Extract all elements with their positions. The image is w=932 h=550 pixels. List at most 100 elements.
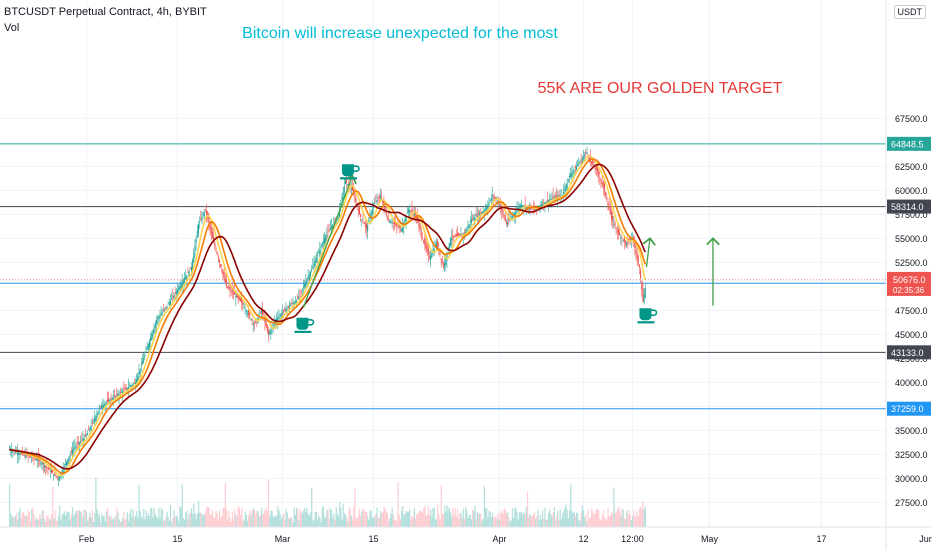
volume-bar xyxy=(117,512,119,527)
volume-bar xyxy=(236,516,238,527)
volume-bar xyxy=(626,510,628,527)
candle-body xyxy=(439,251,441,256)
volume-bar xyxy=(70,514,72,527)
volume-bar xyxy=(369,510,371,527)
volume-bar xyxy=(419,510,421,527)
volume-bar xyxy=(615,512,617,527)
volume-bar xyxy=(586,521,588,527)
candle-body xyxy=(251,319,253,321)
volume-bar xyxy=(141,517,144,527)
candle-body xyxy=(132,384,134,385)
volume-bar xyxy=(95,477,97,527)
candle-body xyxy=(60,473,62,476)
candle-body xyxy=(507,222,509,225)
volume-bar xyxy=(162,520,165,527)
volume-bar xyxy=(462,508,464,527)
candle-body xyxy=(619,232,621,236)
volume-bar xyxy=(330,509,333,527)
volume-bar xyxy=(129,513,131,527)
candle-body xyxy=(405,216,407,222)
volume-bar xyxy=(515,507,517,527)
candle-body xyxy=(222,270,224,275)
candle-body xyxy=(522,205,524,208)
candle-body xyxy=(278,316,280,319)
candle-body xyxy=(420,233,422,235)
volume-indicator-label[interactable]: Vol xyxy=(4,22,20,34)
volume-bar xyxy=(409,509,411,527)
candle-body xyxy=(77,441,79,444)
candle-body xyxy=(98,408,100,410)
volume-bar xyxy=(76,511,78,527)
symbol-title[interactable]: BTCUSDT Perpetual Contract, 4h, BYBIT xyxy=(4,6,207,18)
candle-body xyxy=(249,313,251,317)
volume-bar xyxy=(384,508,386,527)
candle-body xyxy=(203,212,205,217)
candle-body xyxy=(525,206,527,210)
volume-bar xyxy=(250,514,252,527)
candle-body xyxy=(262,308,264,315)
volume-bar xyxy=(85,512,88,527)
candle-body xyxy=(550,199,552,200)
volume-bar xyxy=(455,515,457,527)
volume-bar xyxy=(441,513,443,527)
candle-body xyxy=(486,207,488,212)
volume-bar xyxy=(231,511,233,527)
volume-bar xyxy=(223,507,225,527)
volume-bar xyxy=(297,508,299,527)
candle-body xyxy=(502,210,504,215)
volume-bar xyxy=(469,514,471,527)
candle-body xyxy=(293,302,295,305)
volume-bar xyxy=(403,514,405,527)
candle-body xyxy=(63,466,65,468)
candle-body xyxy=(165,307,167,308)
candle-body xyxy=(259,312,261,314)
volume-bar xyxy=(620,515,622,527)
candle-body xyxy=(224,278,226,283)
candle-body xyxy=(36,459,38,461)
candle-body xyxy=(579,161,581,164)
candle-body xyxy=(409,210,411,212)
volume-bar xyxy=(174,516,176,527)
volume-bar xyxy=(304,508,306,527)
volume-bar xyxy=(454,507,456,527)
volume-bar xyxy=(536,516,538,527)
candle-body xyxy=(399,225,401,228)
candle-body xyxy=(109,400,111,404)
volume-bar xyxy=(494,517,496,527)
candle-body xyxy=(52,469,54,474)
volume-bar xyxy=(600,520,602,527)
volume-bar xyxy=(55,521,57,527)
candle-body xyxy=(91,422,93,424)
candle-body xyxy=(302,286,304,288)
volume-bar xyxy=(237,506,239,527)
candle-body xyxy=(40,462,42,465)
volume-bar xyxy=(644,506,646,527)
volume-bar xyxy=(461,517,463,527)
volume-bar xyxy=(60,519,62,527)
volume-bar xyxy=(578,521,580,527)
volume-bar xyxy=(315,511,317,527)
candle-body xyxy=(468,224,470,228)
candle-body xyxy=(603,184,605,191)
volume-bar xyxy=(21,512,23,527)
candle-body xyxy=(340,203,342,206)
volume-bar xyxy=(271,510,273,527)
candle-body xyxy=(382,199,384,204)
candle-body xyxy=(27,454,29,456)
candle-body xyxy=(145,351,147,352)
candle-body xyxy=(614,222,616,227)
candle-body xyxy=(624,240,626,244)
candle-body xyxy=(584,155,586,157)
volume-bar xyxy=(456,509,459,527)
currency-unit-badge[interactable]: USDT xyxy=(893,5,926,19)
candle-body xyxy=(90,425,92,430)
volume-bar xyxy=(81,511,83,527)
volume-bar xyxy=(91,509,93,527)
volume-bar xyxy=(638,508,641,527)
candle-body xyxy=(110,398,112,400)
candle-body xyxy=(301,288,303,291)
candle-body xyxy=(137,375,139,382)
volume-bar xyxy=(312,520,314,527)
